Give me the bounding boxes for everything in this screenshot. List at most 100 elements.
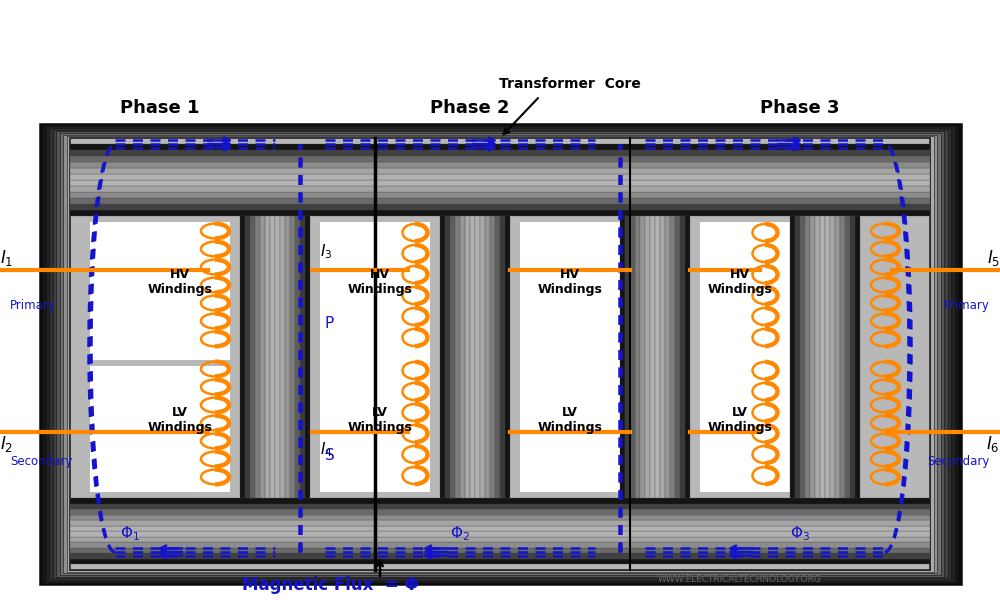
Bar [70,174,930,180]
Bar [670,216,675,498]
Bar [66,136,934,572]
Text: $I_4$: $I_4$ [320,440,333,460]
Text: P: P [325,317,334,331]
Bar [52,130,948,578]
Bar [500,216,505,498]
Bar [495,216,500,498]
Text: $\Phi_1$: $\Phi_1$ [120,524,140,544]
Text: Phase 2: Phase 2 [430,99,510,117]
Bar [680,216,685,498]
Bar [265,216,270,498]
Text: LV
Windings: LV Windings [148,406,212,434]
Bar [825,216,830,498]
Bar [490,216,495,498]
Bar [270,216,275,498]
Text: LV
Windings: LV Windings [708,406,772,434]
Bar [70,520,930,526]
Bar [70,198,930,204]
Bar [445,216,450,498]
Bar [440,216,445,498]
Bar [290,216,295,498]
Bar [285,216,290,498]
Bar [465,216,470,498]
Bar [38,123,962,585]
Bar [42,125,958,583]
Bar [450,216,455,498]
Bar [70,536,930,542]
Bar [625,216,630,498]
Bar [470,216,475,498]
Bar [640,216,645,498]
Bar [240,216,245,498]
Text: $I_5$: $I_5$ [987,248,1000,268]
Text: WWW.ELECTRICALTECHNOLOGY.ORG: WWW.ELECTRICALTECHNOLOGY.ORG [658,575,822,583]
Bar [70,138,930,570]
Bar [255,216,260,498]
Bar [275,216,280,498]
Bar [46,126,954,582]
Bar [850,216,855,498]
Bar [300,216,305,498]
Bar [700,222,790,492]
Text: Phase 1: Phase 1 [120,99,200,117]
Bar [835,216,840,498]
Bar [635,216,640,498]
Bar [70,138,930,570]
Bar [90,222,230,360]
Text: Primary: Primary [10,299,56,313]
Bar [70,514,930,520]
Bar [70,180,930,186]
Bar [70,204,930,210]
Bar [800,216,805,498]
Bar [70,559,930,564]
Bar [815,216,820,498]
Text: LV
Windings: LV Windings [348,406,412,434]
Text: Primary: Primary [944,299,990,313]
Text: Three Phase Transformer: Three Phase Transformer [164,13,836,58]
Text: Magnetic Flux  = Φ: Magnetic Flux = Φ [242,576,418,594]
Text: HV
Windings: HV Windings [348,268,412,296]
Bar [520,222,620,492]
Bar [70,531,930,536]
Text: $I_3$: $I_3$ [320,242,332,262]
Bar [650,216,655,498]
Bar [630,216,635,498]
Bar [250,216,255,498]
Bar [685,216,690,498]
Bar [70,168,930,174]
Bar [790,216,795,498]
Text: Phase 3: Phase 3 [760,99,840,117]
Bar [70,156,930,162]
Text: HV
Windings: HV Windings [148,268,212,296]
Bar [840,216,845,498]
Bar [855,216,860,498]
Bar [305,216,310,498]
Bar [60,133,940,575]
Bar [320,222,430,492]
Bar [820,216,825,498]
Bar [665,216,670,498]
Bar [280,216,285,498]
Bar [485,216,490,498]
Bar [70,162,930,168]
Bar [70,144,930,150]
Bar [455,216,460,498]
Bar [49,128,951,580]
Bar [675,216,680,498]
Bar [70,526,930,531]
Bar [56,131,944,577]
Text: Secondary: Secondary [10,455,72,469]
Text: HV
Windings: HV Windings [708,268,772,296]
Bar [70,509,930,514]
Bar [830,216,835,498]
Bar [620,216,625,498]
Bar [655,216,660,498]
Text: Secondary: Secondary [928,455,990,469]
Bar [70,547,930,553]
Bar [70,498,930,503]
Text: HV
Windings: HV Windings [538,268,602,296]
Bar [70,192,930,198]
Text: S: S [325,449,335,463]
Text: $\Phi_2$: $\Phi_2$ [450,524,470,544]
Bar [70,186,930,192]
